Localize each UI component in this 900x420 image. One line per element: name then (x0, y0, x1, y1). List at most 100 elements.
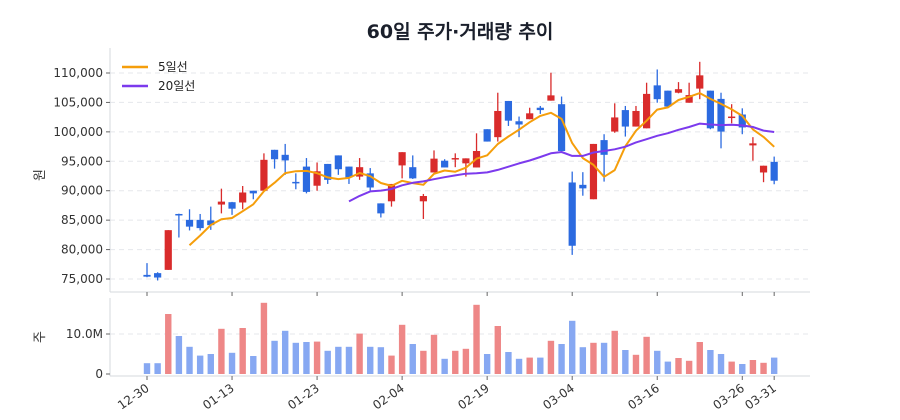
candle-down (292, 181, 300, 184)
candle-down (706, 90, 714, 129)
candle-up (239, 192, 247, 203)
volume-bar (728, 361, 735, 374)
candle-down (600, 140, 608, 155)
candle-down (717, 98, 725, 132)
legend: 5일선 20일선 (122, 60, 195, 93)
candle-down (536, 107, 544, 111)
volume-bar (260, 302, 268, 374)
candle-up (611, 117, 619, 132)
candle-down (377, 203, 385, 214)
candle-down (504, 100, 513, 121)
y-tick-label: 85,000 (61, 213, 103, 227)
y-tick-label: 75,000 (61, 272, 103, 286)
x-tick-label: 12-30 (115, 381, 152, 412)
candle-down (324, 163, 332, 180)
volume-bar (558, 344, 565, 374)
y-tick-label: 80,000 (61, 243, 103, 257)
candle-up (547, 95, 555, 101)
volume-bar (441, 358, 448, 374)
candle-down (345, 166, 353, 178)
x-tick-label: 02-04 (370, 381, 407, 412)
volume-bar (335, 346, 342, 374)
candle-down (334, 155, 342, 170)
volume-bar (452, 350, 459, 374)
candle-down (664, 90, 672, 107)
legend-ma20-label: 20일선 (158, 79, 195, 93)
volume-bar (250, 356, 257, 374)
volume-bar (569, 320, 576, 374)
volume-bar (292, 342, 300, 374)
candle-up (632, 110, 640, 127)
candle-down (579, 184, 587, 189)
candle-down (281, 154, 289, 161)
volume-bar (749, 360, 757, 374)
candle-down (196, 219, 204, 229)
volume-bar (377, 347, 385, 374)
volume-bar (739, 364, 746, 374)
volume-bar (154, 363, 161, 374)
volume-bar (600, 342, 608, 374)
candle-up (217, 201, 226, 205)
y-tick-labels: 75,000 80,000 85,000 90,000 95,000 100,000 105… (53, 66, 110, 381)
candle-down (302, 166, 311, 192)
price-axis-label: 원 (33, 169, 48, 181)
volume-bar (515, 358, 523, 374)
ma5-line (188, 92, 775, 246)
candle-down (568, 182, 576, 246)
volume-bar (494, 326, 501, 374)
volume-bar (228, 352, 236, 374)
x-tick-label: 03-04 (540, 381, 577, 412)
candle-down (366, 173, 374, 188)
legend-ma5-label: 5일선 (158, 60, 188, 74)
candle-up (430, 158, 438, 173)
volume-bar (367, 346, 374, 374)
candle-down (143, 274, 151, 277)
candle-down (175, 213, 183, 216)
x-tick-labels: 12-30 01-13 01-23 02-04 02-19 03-04 03-16 03-26… (115, 292, 779, 412)
candle-up (589, 143, 598, 200)
volume-axis-label: 주 (33, 331, 48, 343)
candle-up (462, 158, 470, 164)
candle-down (154, 273, 162, 278)
candle-up (696, 75, 704, 89)
candle-down (185, 219, 194, 227)
volume-bar (388, 355, 395, 374)
candle-down (207, 220, 215, 226)
volume-bars (143, 302, 778, 374)
volume-bar (717, 354, 725, 374)
volume-bar (345, 346, 353, 374)
chart-title: 60일 주가·거래량 추이 (367, 21, 554, 43)
volume-bar (707, 350, 714, 374)
y-tick-label: 105,000 (53, 95, 103, 109)
volume-bar (664, 361, 672, 374)
volume-y-tick-label: 0 (95, 367, 103, 381)
volume-bar (526, 357, 533, 374)
y-tick-label: 95,000 (61, 154, 103, 168)
volume-bar (770, 357, 778, 374)
volume-bar (196, 355, 204, 374)
y-tick-label: 90,000 (61, 184, 103, 198)
volume-bar (483, 354, 491, 374)
volume-bar (175, 336, 183, 374)
volume-bar (632, 354, 640, 374)
y-tick-label: 100,000 (53, 125, 103, 139)
volume-bar (622, 350, 629, 374)
candle-up (526, 113, 534, 120)
volume-bar (579, 347, 587, 374)
volume-bar (420, 350, 427, 374)
candle-up (419, 196, 427, 202)
volume-bar (186, 346, 193, 374)
candle-up (674, 89, 683, 93)
volume-bar (643, 336, 650, 374)
candle-down (738, 114, 746, 128)
y-tick-label: 110,000 (53, 66, 103, 80)
candle-up (685, 95, 693, 103)
candle-up (494, 110, 502, 138)
volume-bar (271, 340, 278, 374)
volume-bar (239, 328, 246, 374)
price-gridlines (110, 72, 810, 280)
candle-down (557, 104, 566, 151)
x-tick-label: 03-16 (625, 381, 662, 412)
volume-bar (611, 330, 618, 374)
ma20-line (348, 122, 775, 203)
